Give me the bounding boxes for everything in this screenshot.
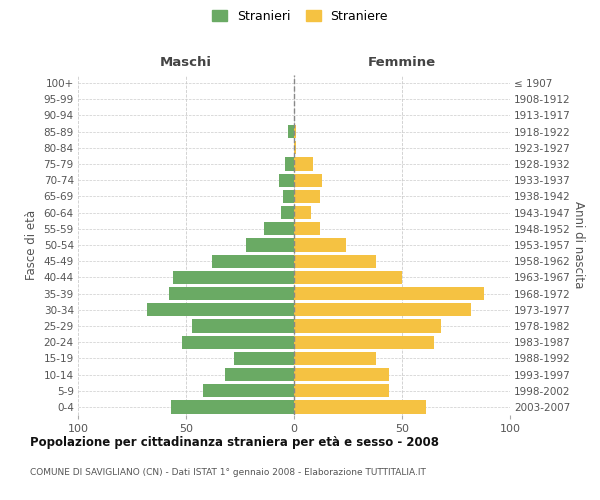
- Bar: [182, 336, 294, 349]
- Bar: [286, 158, 294, 170]
- Bar: [193, 320, 294, 332]
- Bar: [294, 141, 296, 154]
- Bar: [169, 287, 294, 300]
- Text: Popolazione per cittadinanza straniera per età e sesso - 2008: Popolazione per cittadinanza straniera p…: [30, 436, 439, 449]
- Bar: [294, 222, 320, 235]
- Bar: [203, 384, 294, 398]
- Bar: [294, 206, 311, 220]
- Bar: [294, 368, 389, 381]
- Bar: [294, 158, 313, 170]
- Bar: [294, 270, 402, 284]
- Bar: [294, 254, 376, 268]
- Bar: [279, 174, 294, 187]
- Bar: [294, 238, 346, 252]
- Bar: [294, 384, 389, 398]
- Bar: [225, 368, 294, 381]
- Bar: [294, 190, 320, 203]
- Text: Femmine: Femmine: [368, 56, 436, 68]
- Y-axis label: Anni di nascita: Anni di nascita: [572, 202, 585, 288]
- Legend: Stranieri, Straniere: Stranieri, Straniere: [208, 6, 392, 26]
- Bar: [294, 174, 322, 187]
- Text: Maschi: Maschi: [160, 56, 212, 68]
- Text: COMUNE DI SAVIGLIANO (CN) - Dati ISTAT 1° gennaio 2008 - Elaborazione TUTTITALIA: COMUNE DI SAVIGLIANO (CN) - Dati ISTAT 1…: [30, 468, 426, 477]
- Bar: [294, 320, 441, 332]
- Y-axis label: Fasce di età: Fasce di età: [25, 210, 38, 280]
- Bar: [233, 352, 294, 365]
- Bar: [294, 336, 434, 349]
- Bar: [283, 190, 294, 203]
- Bar: [171, 400, 294, 413]
- Bar: [294, 400, 426, 413]
- Bar: [173, 270, 294, 284]
- Bar: [287, 125, 294, 138]
- Bar: [264, 222, 294, 235]
- Bar: [294, 352, 376, 365]
- Bar: [281, 206, 294, 220]
- Bar: [294, 303, 471, 316]
- Bar: [147, 303, 294, 316]
- Bar: [212, 254, 294, 268]
- Bar: [294, 125, 296, 138]
- Bar: [294, 287, 484, 300]
- Bar: [247, 238, 294, 252]
